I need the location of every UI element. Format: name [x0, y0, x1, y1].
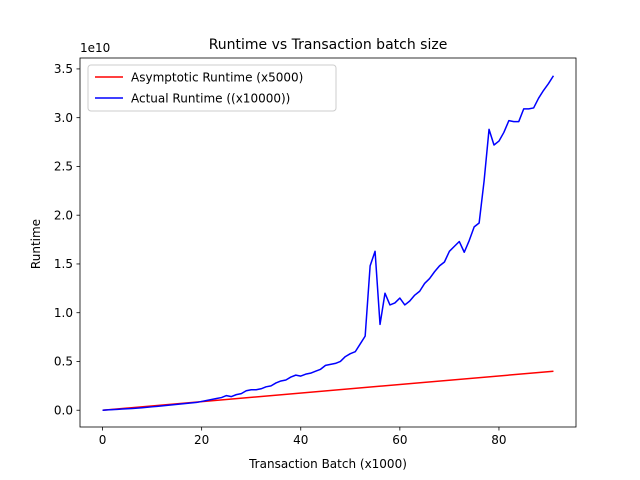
axes-frame	[79, 57, 577, 428]
y-tick-label: 0.0	[54, 403, 73, 417]
y-offset-label: 1e10	[80, 41, 110, 55]
x-tick-label: 20	[194, 433, 209, 447]
y-tick-label: 1.0	[54, 306, 73, 320]
legend-box	[87, 64, 337, 112]
plot-area: 0 20 40 60 80 0.0 0.5 1.0 1.5 2.0 2.5 3.0 3.5 Asympto…	[54, 57, 577, 447]
y-tick-label: 3.0	[54, 111, 73, 125]
x-tick-label: 40	[293, 433, 308, 447]
x-tick-label: 80	[491, 433, 506, 447]
y-tick-label: 3.5	[54, 62, 73, 76]
x-tick-label: 60	[392, 433, 407, 447]
series-line-2	[102, 75, 555, 411]
legend-entry: Asymptotic Runtime (x5000)	[131, 70, 303, 84]
y-tick-label: 2.0	[54, 208, 73, 222]
x-tick-label: 0	[99, 433, 107, 447]
y-tick-label: 0.5	[54, 355, 73, 369]
x-axis-label: Transaction Batch (x1000)	[248, 457, 407, 471]
y-tick-label: 1.5	[54, 257, 73, 271]
chart-title: Runtime vs Transaction batch size	[209, 37, 448, 53]
legend-entry: Actual Runtime ((x10000))	[131, 91, 290, 105]
y-axis-label: Runtime	[29, 219, 43, 269]
y-tick-label: 2.5	[54, 160, 73, 174]
